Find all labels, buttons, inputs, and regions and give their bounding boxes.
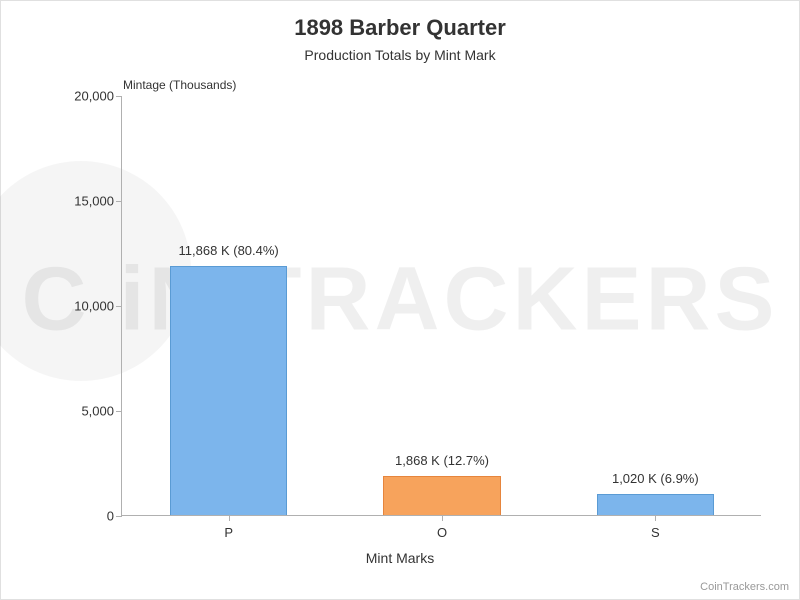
y-tick-mark (116, 516, 122, 517)
y-tick-label: 5,000 (81, 404, 114, 419)
x-tick-label: S (651, 525, 660, 540)
y-tick-mark (116, 306, 122, 307)
bar-value-label: 1,868 K (12.7%) (395, 453, 489, 468)
y-tick-label: 10,000 (74, 299, 114, 314)
y-tick-mark (116, 411, 122, 412)
bar-S (597, 494, 714, 515)
attribution-text: CoinTrackers.com (700, 581, 789, 593)
bar-value-label: 11,868 K (80.4%) (179, 243, 279, 258)
x-tick-mark (655, 515, 656, 521)
bar-O (383, 476, 500, 515)
x-axis-label: Mint Marks (1, 550, 799, 566)
x-tick-label: P (224, 525, 233, 540)
bar-value-label: 1,020 K (6.9%) (612, 471, 699, 486)
y-tick-label: 0 (107, 509, 114, 524)
y-tick-label: 20,000 (74, 89, 114, 104)
chart-subtitle: Production Totals by Mint Mark (1, 47, 799, 63)
bar-P (170, 266, 287, 515)
x-tick-label: O (437, 525, 447, 540)
y-axis-label: Mintage (Thousands) (123, 78, 236, 92)
y-tick-mark (116, 96, 122, 97)
x-tick-mark (442, 515, 443, 521)
y-tick-mark (116, 201, 122, 202)
plot-area: 05,00010,00015,00020,00011,868 K (80.4%)… (121, 96, 761, 516)
chart-title: 1898 Barber Quarter (1, 15, 799, 41)
x-tick-mark (229, 515, 230, 521)
y-tick-label: 15,000 (74, 194, 114, 209)
